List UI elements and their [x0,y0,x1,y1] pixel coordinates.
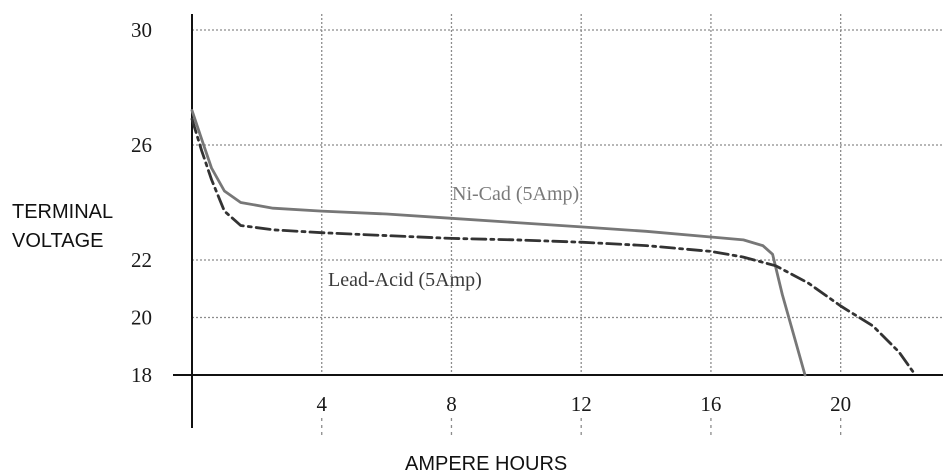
x-tick-label: 8 [446,392,457,416]
tick-labels: 48121620243026222018 [131,18,851,416]
x-tick-label: 12 [571,392,592,416]
y-tick-label: 20 [131,306,152,330]
y-tick-label: 30 [131,18,152,42]
axes [173,14,943,428]
x-tick-label: 4 [316,392,327,416]
ni-cad-series-line [190,109,807,377]
ni-cad-series-label: Ni-Cad (5Amp) [452,183,579,205]
lead-acid-series-line [190,117,917,377]
grid [192,14,943,436]
y-axis-title-line-1: TERMINAL [12,201,113,223]
lead-acid-series-label: Lead-Acid (5Amp) [328,269,482,291]
x-axis-title: AMPERE HOURS [405,453,567,475]
y-tick-label: 18 [131,363,152,387]
x-tick-label: 16 [700,392,721,416]
y-axis-title-line-2: VOLTAGE [12,230,104,252]
y-tick-label: 22 [131,248,152,272]
y-tick-label: 26 [131,133,152,157]
x-tick-label: 20 [830,392,851,416]
series-lines [190,109,917,377]
